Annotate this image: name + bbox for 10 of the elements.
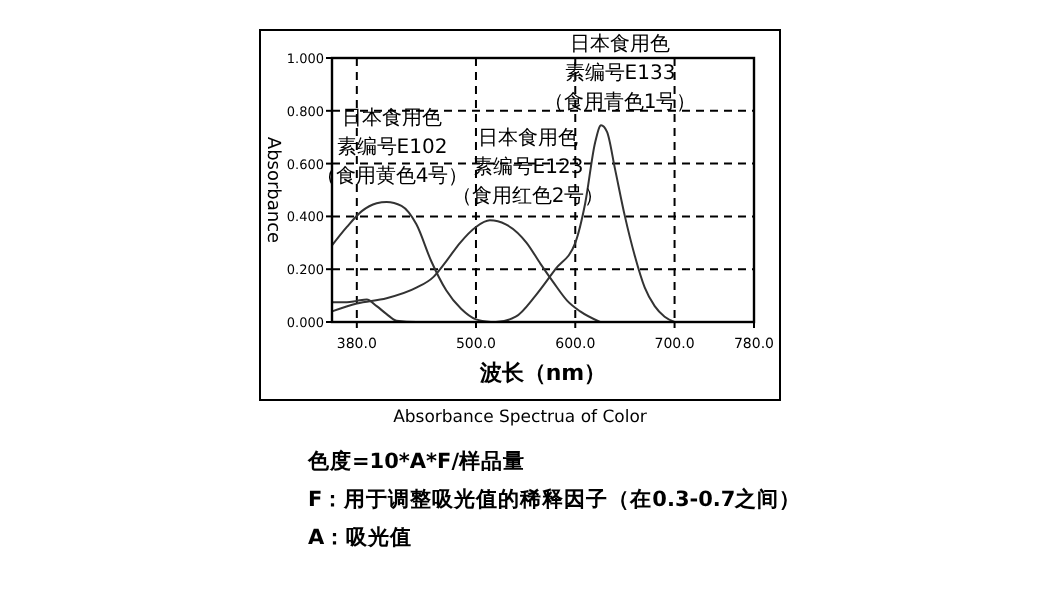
- text: F：用于调整吸光值的稀释因子（在0.3-0.7之间）: [308, 486, 802, 512]
- text: 日本食用色: [570, 32, 670, 56]
- text: 色度=10*A*F/样品量: [306, 448, 526, 474]
- annotation: 日本食用色: [478, 126, 578, 150]
- annotation: （食用红色2号）: [451, 184, 605, 208]
- text: Absorbance Spectrua of Color: [393, 408, 648, 428]
- x-axis-title: 波长（nm）: [477, 360, 607, 386]
- annotation: 素编号E102: [336, 135, 448, 159]
- text: A：吸光值: [308, 524, 413, 550]
- y-axis-title: Absorbance: [262, 136, 282, 245]
